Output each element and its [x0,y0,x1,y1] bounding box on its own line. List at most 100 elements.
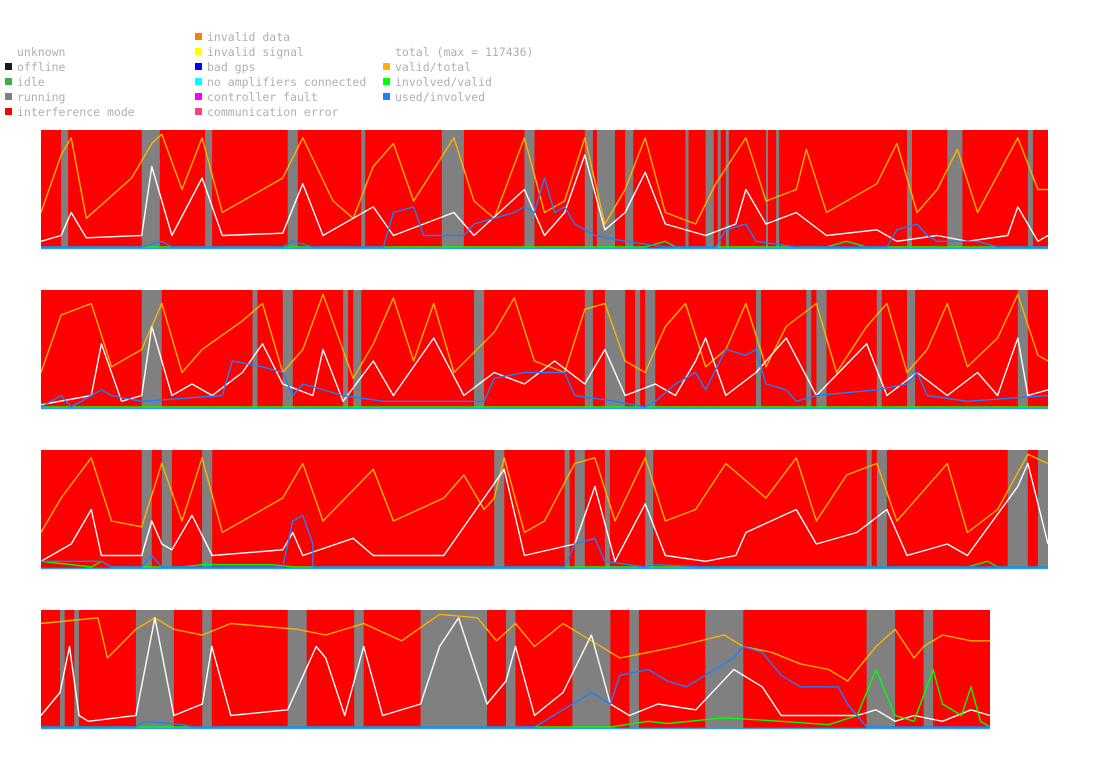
running-span [947,130,963,249]
legend-swatch [5,93,12,100]
series-valid-total [40,293,1049,379]
running-span [907,290,916,409]
series-total [40,154,1049,243]
chart-panel-2 [40,290,1049,410]
legend-label: no amplifiers connected [207,75,367,89]
legend-label: invalid data [207,30,291,44]
running-span [625,130,634,249]
panel-background [41,130,1048,249]
running-span [252,290,258,409]
legend: unknown offline idle running interferenc… [0,0,1095,125]
running-span [141,130,160,249]
chart-panel-1 [40,130,1049,250]
series-valid-total [40,453,1049,534]
running-span [766,130,768,249]
running-span [202,610,212,729]
legend-label: communication error [207,105,339,119]
running-span [806,290,812,409]
running-span [596,130,615,249]
legend-swatch [5,108,12,115]
running-span [474,290,485,409]
running-span [645,290,656,409]
running-span [907,130,912,249]
running-span [645,450,654,569]
running-span [135,610,174,729]
running-span [604,290,615,409]
series-involved-valid [41,668,991,728]
series-used-involved [41,177,1048,248]
legend-swatch [5,78,12,85]
legend-swatch [195,63,202,70]
running-span [494,450,505,569]
running-span [361,130,366,249]
running-span [572,610,611,729]
legend-label: controller fault [207,90,318,104]
chart-panel-4 [40,610,991,730]
running-span [506,610,516,729]
legend-label: offline [17,60,66,74]
legend-swatch [195,33,202,40]
series-used-involved [40,348,1049,408]
legend-label: running [17,90,66,104]
series-involved-valid [41,240,1048,248]
panel-background [41,290,1048,409]
series-total [40,617,991,722]
running-span [705,130,714,249]
legend-swatch [195,48,202,55]
running-span [1007,450,1028,569]
running-span [1017,290,1028,409]
legend-swatch [5,63,12,70]
running-span [420,610,487,729]
legend-swatch [383,93,390,100]
chart-panel-3 [40,450,1049,570]
running-span [524,130,535,249]
running-span [635,290,641,409]
running-span [876,290,882,409]
running-span [717,130,721,249]
series-valid-total [40,613,990,682]
running-span [61,130,69,249]
legend-label: invalid signal [207,45,304,59]
running-span [287,130,298,249]
running-span [866,610,896,729]
running-span [615,290,626,409]
running-span [584,130,593,249]
legend-label: valid/total [395,60,472,74]
legend-label: interference mode [17,105,135,119]
series-used-involved [41,514,1048,568]
running-span [205,130,213,249]
running-span [141,290,162,409]
running-span [1037,450,1048,569]
running-span [353,290,362,409]
running-span [685,130,689,249]
running-span [74,610,79,729]
running-span [866,450,872,569]
running-span [756,290,761,409]
running-span [574,450,585,569]
running-span [202,450,213,569]
series-involved-valid [40,560,1048,568]
legend-label: bad gps [207,60,256,74]
legend-swatch [195,108,202,115]
running-span [816,290,827,409]
running-span [629,610,639,729]
legend-label: total (max = 117436) [395,45,534,59]
legend-label: used/involved [395,90,486,104]
series-used-involved [41,645,990,728]
legend-label: unknown [17,45,66,59]
running-span [1027,130,1033,249]
running-span [161,450,172,569]
legend-label: idle [17,75,45,89]
running-span [287,610,307,729]
running-span [705,610,744,729]
running-span [343,290,349,409]
running-span [60,610,65,729]
running-span [876,450,887,569]
legend-swatch [195,78,202,85]
legend-swatch [383,78,390,85]
legend-swatch [383,63,390,70]
running-span [725,130,729,249]
legend-label: involved/valid [395,75,492,89]
legend-swatch [195,93,202,100]
